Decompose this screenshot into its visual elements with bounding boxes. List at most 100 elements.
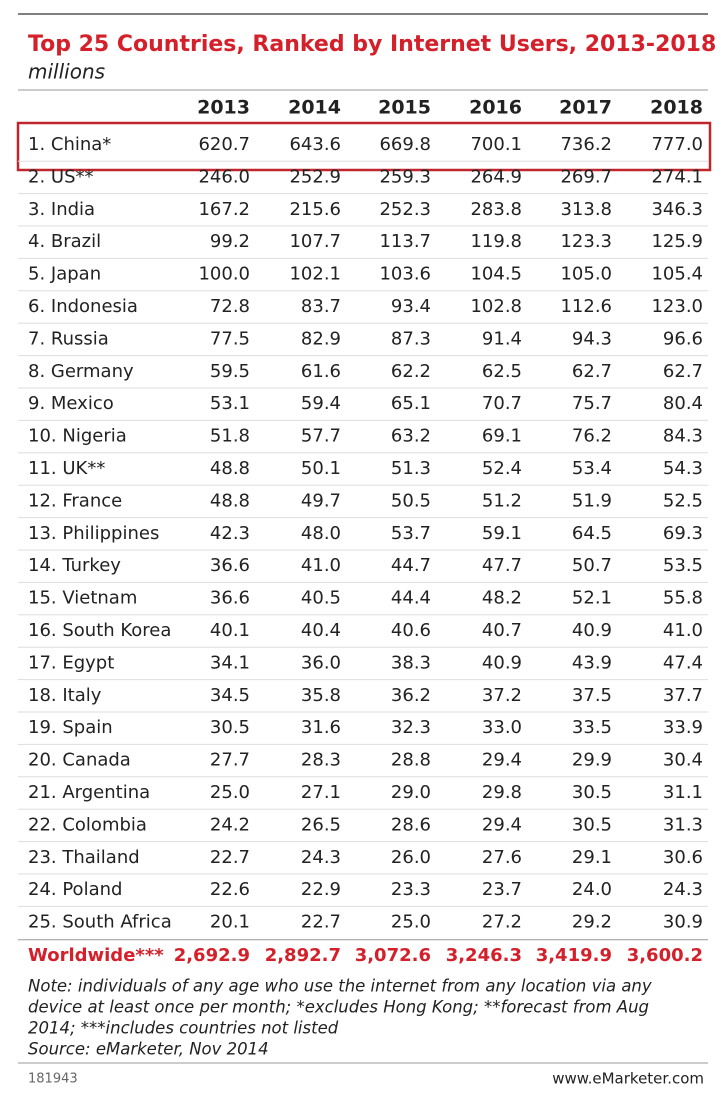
cell-value: 50.1	[301, 458, 341, 479]
country-label: 3. India	[28, 199, 95, 220]
cell-value: 50.5	[391, 490, 431, 511]
country-label: 23. Thailand	[28, 847, 140, 868]
total-value: 2,892.7	[265, 945, 341, 966]
cell-value: 113.7	[379, 231, 431, 252]
column-header: 2014	[288, 97, 341, 119]
cell-value: 61.6	[301, 361, 341, 382]
cell-value: 43.9	[572, 652, 612, 673]
cell-value: 51.9	[572, 490, 612, 511]
cell-value: 103.6	[379, 264, 431, 285]
cell-value: 25.0	[210, 782, 250, 803]
cell-value: 33.9	[663, 717, 703, 738]
cell-value: 29.2	[572, 912, 612, 933]
cell-value: 27.6	[482, 847, 522, 868]
country-label: 5. Japan	[28, 264, 101, 285]
footer-site: www.eMarketer.com	[552, 1070, 704, 1088]
subtitle: millions	[28, 60, 105, 84]
cell-value: 38.3	[391, 652, 431, 673]
cell-value: 53.1	[210, 393, 250, 414]
cell-value: 33.0	[482, 717, 522, 738]
cell-value: 123.3	[560, 231, 612, 252]
cell-value: 20.1	[210, 912, 250, 933]
cell-value: 55.8	[663, 588, 703, 609]
cell-value: 777.0	[651, 134, 703, 155]
cell-value: 62.7	[572, 361, 612, 382]
cell-value: 269.7	[560, 166, 612, 187]
cell-value: 54.3	[663, 458, 703, 479]
total-value: 2,692.9	[174, 945, 250, 966]
cell-value: 40.7	[482, 620, 522, 641]
column-header: 2013	[197, 97, 250, 119]
cell-value: 107.7	[289, 231, 341, 252]
cell-value: 24.3	[663, 879, 703, 900]
cell-value: 104.5	[470, 264, 522, 285]
cell-value: 24.2	[210, 814, 250, 835]
cell-value: 102.8	[470, 296, 522, 317]
cell-value: 33.5	[572, 717, 612, 738]
cell-value: 24.3	[301, 847, 341, 868]
country-label: 25. South Africa	[28, 912, 172, 933]
cell-value: 28.3	[301, 750, 341, 771]
cell-value: 119.8	[470, 231, 522, 252]
cell-value: 37.7	[663, 685, 703, 706]
cell-value: 91.4	[482, 328, 522, 349]
cell-value: 59.5	[210, 361, 250, 382]
cell-value: 28.6	[391, 814, 431, 835]
cell-value: 40.1	[210, 620, 250, 641]
cell-value: 42.3	[210, 523, 250, 544]
cell-value: 252.9	[289, 166, 341, 187]
cell-value: 112.6	[560, 296, 612, 317]
cell-value: 30.4	[663, 750, 703, 771]
cell-value: 30.5	[210, 717, 250, 738]
cell-value: 70.7	[482, 393, 522, 414]
cell-value: 264.9	[470, 166, 522, 187]
cell-value: 36.2	[391, 685, 431, 706]
cell-value: 75.7	[572, 393, 612, 414]
column-header: 2018	[650, 97, 703, 119]
country-label: 8. Germany	[28, 361, 134, 382]
cell-value: 669.8	[379, 134, 431, 155]
cell-value: 31.3	[663, 814, 703, 835]
country-label: 10. Nigeria	[28, 426, 127, 447]
country-label: 20. Canada	[28, 750, 131, 771]
cell-value: 620.7	[198, 134, 250, 155]
note-line: Note: individuals of any age who use the…	[28, 977, 652, 996]
cell-value: 123.0	[651, 296, 703, 317]
total-value: 3,419.9	[536, 945, 612, 966]
cell-value: 25.0	[391, 912, 431, 933]
country-label: 4. Brazil	[28, 231, 101, 252]
country-label: 15. Vietnam	[28, 588, 137, 609]
country-label: 9. Mexico	[28, 393, 114, 414]
cell-value: 29.8	[482, 782, 522, 803]
cell-value: 37.5	[572, 685, 612, 706]
cell-value: 30.5	[572, 814, 612, 835]
cell-value: 167.2	[198, 199, 250, 220]
cell-value: 82.9	[301, 328, 341, 349]
cell-value: 313.8	[560, 199, 612, 220]
cell-value: 72.8	[210, 296, 250, 317]
cell-value: 274.1	[651, 166, 703, 187]
cell-value: 49.7	[301, 490, 341, 511]
cell-value: 27.2	[482, 912, 522, 933]
cell-value: 93.4	[391, 296, 431, 317]
cell-value: 29.0	[391, 782, 431, 803]
cell-value: 32.3	[391, 717, 431, 738]
cell-value: 34.1	[210, 652, 250, 673]
cell-value: 29.9	[572, 750, 612, 771]
cell-value: 37.2	[482, 685, 522, 706]
cell-value: 83.7	[301, 296, 341, 317]
cell-value: 24.0	[572, 879, 612, 900]
cell-value: 40.9	[572, 620, 612, 641]
cell-value: 34.5	[210, 685, 250, 706]
cell-value: 96.6	[663, 328, 703, 349]
cell-value: 40.4	[301, 620, 341, 641]
highlight-box	[16, 121, 712, 172]
country-label: 17. Egypt	[28, 652, 114, 673]
cell-value: 22.6	[210, 879, 250, 900]
cell-value: 84.3	[663, 426, 703, 447]
cell-value: 50.7	[572, 555, 612, 576]
cell-value: 41.0	[301, 555, 341, 576]
cell-value: 47.4	[663, 652, 703, 673]
cell-value: 40.9	[482, 652, 522, 673]
country-label: 2. US**	[28, 166, 94, 187]
